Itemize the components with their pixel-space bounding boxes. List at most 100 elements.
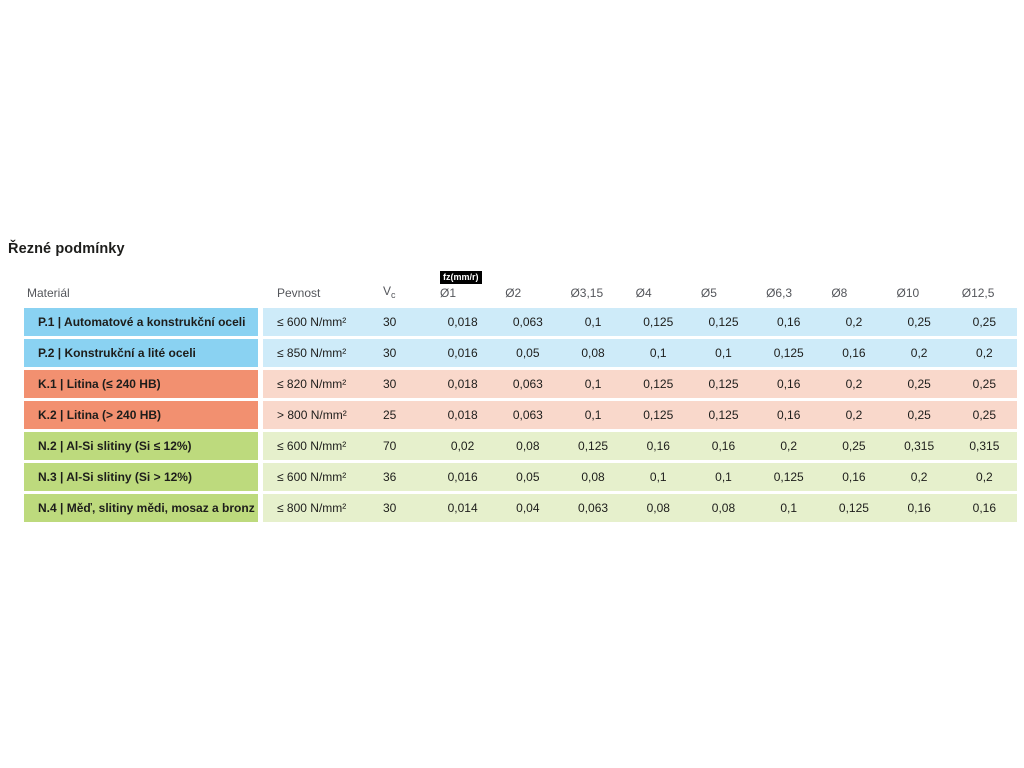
material-cell: K.1 | Litina (≤ 240 HB) [24, 370, 258, 398]
fz-value: 0,25 [842, 439, 866, 453]
values-cell: ≤ 820 N/mm² 30 0,018 0,063 0,1 0,125 0,1… [263, 370, 1017, 398]
fz-value: 0,25 [907, 408, 931, 422]
vc-value: 30 [383, 315, 397, 329]
fz-value: 0,016 [447, 470, 478, 484]
table-row: N.3 | Al-Si slitiny (Si > 12%) ≤ 600 N/m… [24, 463, 1017, 491]
fz-value: 0,1 [649, 346, 667, 360]
fz-value: 0,25 [972, 315, 997, 329]
fz-value: 0,063 [578, 501, 609, 515]
fz-value: 0,125 [708, 408, 739, 422]
table-row: P.2 | Konstrukční a lité oceli ≤ 850 N/m… [24, 339, 1017, 367]
strength-value: ≤ 600 N/mm² [277, 470, 347, 484]
fz-value: 0,016 [447, 346, 478, 360]
fz-value: 0,08 [516, 439, 540, 453]
material-cell: N.4 | Měď, slitiny mědi, mosaz a bronz [24, 494, 258, 522]
fz-value: 0,125 [643, 377, 674, 391]
fz-value: 0,2 [976, 470, 993, 484]
vc-value: 30 [383, 377, 397, 391]
fz-value: 0,04 [516, 501, 540, 515]
strength-value: ≤ 850 N/mm² [277, 346, 347, 360]
fz-value: 0,16 [842, 346, 866, 360]
fz-value: 0,125 [578, 439, 609, 453]
header-vc-main: V [383, 284, 392, 298]
group-non-ferrous: N.2 | Al-Si slitiny (Si ≤ 12%) ≤ 600 N/m… [24, 432, 1017, 522]
material-cell: K.2 | Litina (> 240 HB) [24, 401, 258, 429]
fz-value: 0,05 [516, 346, 540, 360]
values-cell: > 800 N/mm² 25 0,018 0,063 0,1 0,125 0,1… [263, 401, 1017, 429]
fz-value: 0,16 [907, 501, 931, 515]
vc-value: 30 [383, 501, 397, 515]
strength-value: ≤ 800 N/mm² [277, 501, 347, 515]
fz-value: 0,02 [450, 439, 475, 453]
fz-value: 0,2 [910, 346, 928, 360]
header-vc-subscript: c [391, 290, 396, 300]
header-vc: Vc [383, 284, 430, 300]
header-strength: Pevnost [277, 286, 321, 300]
table-header-row: Materiál Pevnost Vc fz(mm/r) Ø1 Ø2 Ø3,15… [24, 266, 1017, 300]
header-diameter-1: fz(mm/r) Ø1 [430, 271, 495, 300]
fz-header-stack: fz(mm/r) Ø1 [440, 271, 495, 300]
table-row: N.4 | Měď, slitiny mědi, mosaz a bronz ≤… [24, 494, 1017, 522]
fz-value: 0,1 [715, 470, 732, 484]
fz-value: 0,018 [447, 377, 478, 391]
fz-value: 0,16 [777, 315, 801, 329]
fz-value: 0,25 [907, 315, 931, 329]
values-cell: ≤ 600 N/mm² 70 0,02 0,08 0,125 0,16 0,16… [263, 432, 1017, 460]
header-diameter-6: Ø6,3 [766, 286, 793, 300]
fz-value: 0,125 [708, 315, 739, 329]
fz-value: 0,063 [512, 377, 543, 391]
header-diameter-3: Ø3,15 [570, 286, 604, 300]
vc-value: 70 [383, 439, 397, 453]
fz-value: 0,125 [643, 408, 674, 422]
table-row: N.2 | Al-Si slitiny (Si ≤ 12%) ≤ 600 N/m… [24, 432, 1017, 460]
fz-value: 0,16 [777, 408, 801, 422]
fz-value: 0,16 [777, 377, 801, 391]
fz-value: 0,125 [773, 470, 804, 484]
fz-unit-badge: fz(mm/r) [440, 271, 482, 284]
fz-value: 0,25 [907, 377, 931, 391]
material-cell: P.1 | Automatové a konstrukční oceli [24, 308, 258, 336]
fz-value: 0,018 [447, 315, 478, 329]
fz-value: 0,1 [780, 501, 798, 515]
fz-value: 0,125 [773, 346, 804, 360]
fz-value: 0,08 [581, 346, 605, 360]
header-rest: Pevnost Vc fz(mm/r) Ø1 Ø2 Ø3,15 Ø4 Ø5 Ø6… [263, 271, 1017, 300]
fz-value: 0,05 [516, 470, 540, 484]
fz-value: 0,25 [972, 377, 997, 391]
header-diameter-1-label: Ø1 [440, 286, 457, 300]
fz-value: 0,25 [972, 408, 997, 422]
fz-value: 0,1 [584, 315, 602, 329]
material-cell: P.2 | Konstrukční a lité oceli [24, 339, 258, 367]
page-title: Řezné podmínky [8, 241, 125, 257]
values-cell: ≤ 850 N/mm² 30 0,016 0,05 0,08 0,1 0,1 0… [263, 339, 1017, 367]
fz-value: 0,2 [976, 346, 993, 360]
material-cell: N.3 | Al-Si slitiny (Si > 12%) [24, 463, 258, 491]
material-cell: N.2 | Al-Si slitiny (Si ≤ 12%) [24, 432, 258, 460]
fz-value: 0,08 [711, 501, 736, 515]
fz-value: 0,315 [904, 439, 935, 453]
values-cell: ≤ 600 N/mm² 30 0,018 0,063 0,1 0,125 0,1… [263, 308, 1017, 336]
strength-value: ≤ 600 N/mm² [277, 439, 347, 453]
fz-value: 0,16 [972, 501, 997, 515]
header-diameter-2: Ø2 [505, 286, 522, 300]
table-row: K.1 | Litina (≤ 240 HB) ≤ 820 N/mm² 30 0… [24, 370, 1017, 398]
fz-value: 0,063 [512, 315, 543, 329]
fz-value: 0,125 [708, 377, 739, 391]
values-cell: ≤ 600 N/mm² 36 0,016 0,05 0,08 0,1 0,1 0… [263, 463, 1017, 491]
fz-value: 0,08 [581, 470, 605, 484]
vc-value: 25 [383, 408, 397, 422]
header-diameter-7: Ø8 [831, 286, 848, 300]
fz-value: 0,1 [715, 346, 732, 360]
fz-value: 0,2 [845, 408, 863, 422]
fz-value: 0,1 [649, 470, 667, 484]
fz-value: 0,315 [969, 439, 1000, 453]
vc-value: 36 [383, 470, 397, 484]
values-cell: ≤ 800 N/mm² 30 0,014 0,04 0,063 0,08 0,0… [263, 494, 1017, 522]
fz-value: 0,1 [584, 408, 602, 422]
strength-value: > 800 N/mm² [277, 408, 347, 422]
fz-value: 0,16 [711, 439, 736, 453]
fz-value: 0,2 [845, 377, 863, 391]
table-row: P.1 | Automatové a konstrukční oceli ≤ 6… [24, 308, 1017, 336]
fz-value: 0,018 [447, 408, 478, 422]
